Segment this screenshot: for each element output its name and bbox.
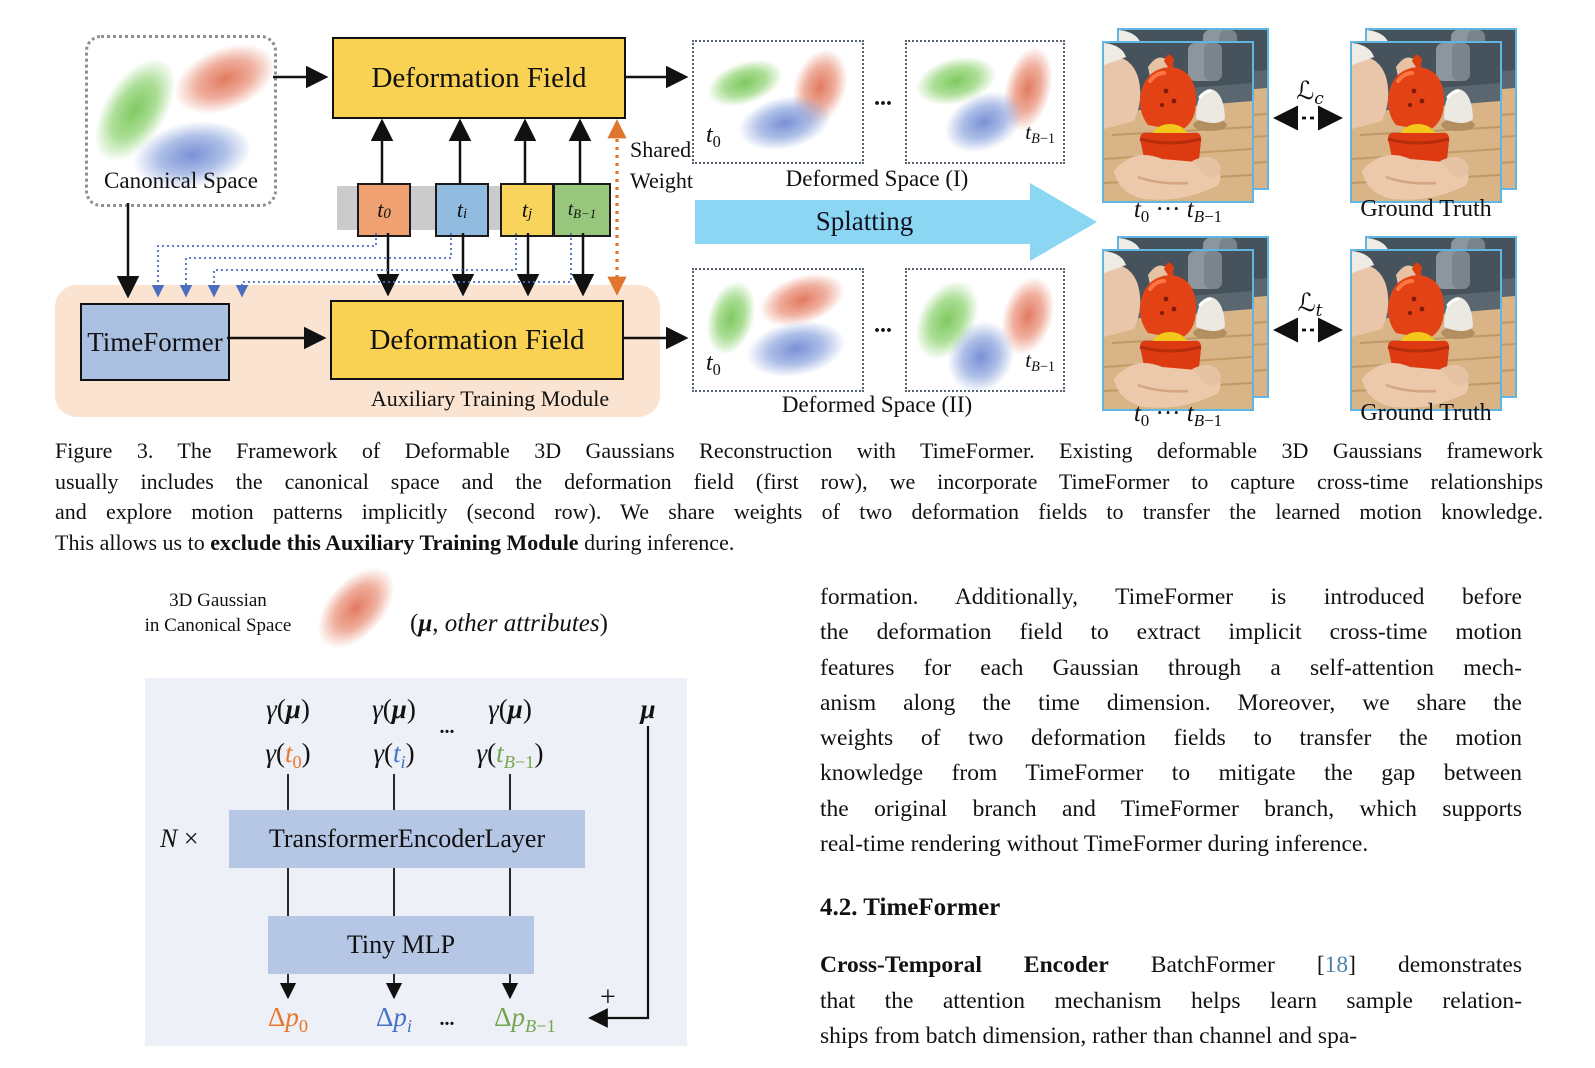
- loss-t-label: ℒt: [1297, 288, 1323, 322]
- gamma-mu-1: γ(μ): [266, 694, 310, 724]
- body-line: that the attention mechanism helps learn…: [820, 987, 1522, 1014]
- transformer-encoder-layer-box: TransformerEncoderLayer: [229, 810, 585, 868]
- figure3-caption: Figure 3. The Framework of Deformable 3D…: [55, 436, 1543, 558]
- tiny-mlp-label: Tiny MLP: [346, 930, 456, 959]
- body-line: ships from batch dimension, rather than …: [820, 1022, 1358, 1049]
- token-tB1: t B−1: [553, 183, 611, 237]
- ground-truth-label-row1: Ground Truth: [1360, 196, 1492, 222]
- deformation-field-1-label: Deformation Field: [371, 61, 587, 94]
- rendered-frames-row1: [1102, 28, 1269, 204]
- gamma-mu-3: γ(μ): [488, 694, 532, 724]
- tB1-label: tB−1: [1025, 348, 1055, 376]
- tiny-mlp-box: Tiny MLP: [268, 916, 534, 974]
- gaussian-canonical-label: 3D Gaussian in Canonical Space: [128, 588, 308, 638]
- deformation-field-2-label: Deformation Field: [369, 323, 585, 356]
- gamma-ti: γ(ti): [373, 738, 415, 772]
- plus-sign: +: [600, 982, 616, 1013]
- photo-frame-front: [1350, 249, 1502, 411]
- caption-line: usually includes the canonical space and…: [55, 468, 1543, 494]
- body-line: features for each Gaussian through a sel…: [820, 654, 1522, 681]
- body-line: weights of two deformation fields to tra…: [820, 725, 1522, 752]
- body-line: real-time rendering without TimeFormer d…: [820, 831, 1369, 858]
- rendered-range-label-row2: t0 ··· tB−1: [1133, 400, 1223, 431]
- canonical-space-box: Canonical Space: [77, 30, 286, 207]
- photo-frame-front: [1102, 249, 1254, 411]
- transformer-encoder-layer-label: TransformerEncoderLayer: [268, 824, 546, 853]
- mu-attributes-label: (μ, other attributes): [410, 610, 608, 637]
- photo-frame-front: [1102, 41, 1254, 203]
- timeformer-label: TimeFormer: [87, 326, 223, 357]
- deformation-field-2: Deformation Field: [330, 300, 624, 380]
- deformed-space-1-box-tB1: tB−1: [905, 40, 1065, 165]
- ellipsis: ...: [439, 716, 455, 738]
- body-line: Cross-Temporal Encoder BatchFormer [18] …: [820, 952, 1522, 979]
- deformation-field-1: Deformation Field: [332, 37, 626, 119]
- body-text-column: formation. Additionally, TimeFormer is i…: [820, 580, 1522, 1054]
- mu-input: μ: [640, 694, 656, 724]
- ellipsis: ...: [439, 1008, 455, 1030]
- canonical-space-label: Canonical Space: [104, 168, 258, 193]
- splatting-label: Splatting: [815, 206, 914, 236]
- caption-line: and explore motion patterns implicitly (…: [55, 499, 1543, 524]
- deformed-space-2-box-t0: t0: [692, 263, 864, 392]
- tB1-label: tB−1: [1025, 120, 1055, 148]
- body-line: knowledge from TimeFormer to mitigate th…: [820, 760, 1522, 787]
- gaussian-blob-blue: [742, 313, 850, 385]
- shared-weight-label-1: Shared: [630, 137, 692, 162]
- deformed-space-1-box-t0: t0: [692, 40, 864, 164]
- gamma-tB1: γ(tB−1): [476, 738, 544, 772]
- ellipsis: ...: [874, 312, 892, 338]
- ground-truth-frames-row1: [1350, 28, 1517, 204]
- deformed-space-2-box-tB1: tB−1: [902, 268, 1065, 406]
- deformed-space-2-label: Deformed Space (II): [781, 392, 973, 417]
- gaussian-label-line1: 3D Gaussian: [169, 590, 267, 611]
- timeformer-box: TimeFormer: [80, 303, 230, 381]
- rendered-range-label-row1: t0 ··· tB−1: [1133, 196, 1223, 227]
- body-line: formation. Additionally, TimeFormer is i…: [820, 584, 1522, 610]
- shared-weight-label-2: Weight: [630, 168, 693, 193]
- delta-pB1-label: ΔpB−1: [494, 1002, 556, 1036]
- body-line: the deformation field to extract implici…: [820, 619, 1522, 646]
- caption-line: Figure 3. The Framework of Deformable 3D…: [55, 438, 1543, 463]
- t0-label: t0: [706, 350, 721, 379]
- loss-c-label: ℒc: [1296, 76, 1324, 110]
- body-line: anism along the time dimension. Moreover…: [820, 689, 1522, 716]
- body-line: the original branch and TimeFormer branc…: [820, 795, 1522, 822]
- gaussian-blob-red: [303, 553, 409, 663]
- splatting-arrow: [695, 183, 1097, 261]
- delta-p0-label: Δp0: [267, 1002, 309, 1036]
- t0-label: t0: [706, 122, 721, 151]
- photo-frame-front: [1350, 41, 1502, 203]
- auxiliary-module-label: Auxiliary Training Module: [370, 386, 610, 411]
- delta-pi-label: Δpi: [376, 1002, 412, 1036]
- gamma-mu-2: γ(μ): [372, 694, 416, 724]
- citation-18[interactable]: 18: [1324, 952, 1349, 979]
- gaussian-label-line2: in Canonical Space: [144, 615, 292, 636]
- gamma-t0: γ(t0): [265, 738, 311, 772]
- ground-truth-frames-row2: [1350, 236, 1517, 412]
- rendered-frames-row2: [1102, 236, 1269, 412]
- ground-truth-label-row2: Ground Truth: [1360, 400, 1492, 426]
- ellipsis: ...: [874, 85, 892, 111]
- caption-line: This allows us to exclude this Auxiliary…: [55, 529, 735, 555]
- n-times-label: N ×: [160, 824, 199, 853]
- section-heading-4-2: 4.2. TimeFormer: [820, 894, 1001, 922]
- gaussian-blob-red: [164, 30, 286, 128]
- deformed-space-1-label: Deformed Space (I): [785, 166, 969, 191]
